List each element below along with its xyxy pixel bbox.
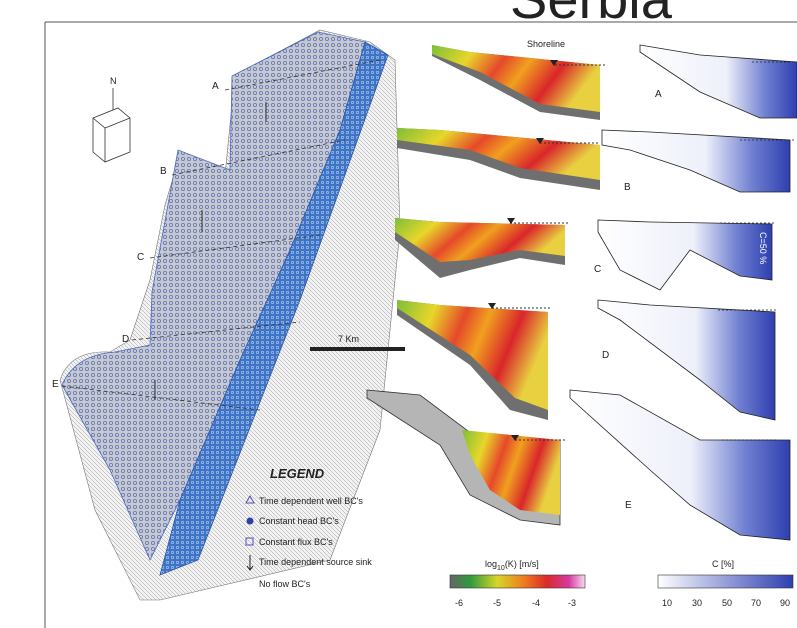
- legend-symbol: [245, 537, 254, 546]
- section-label: C: [594, 264, 601, 275]
- scale-label: 7 Km: [338, 334, 359, 344]
- model-mesh: [59, 29, 401, 601]
- legend-symbol: [246, 517, 254, 525]
- map-label: A: [212, 81, 219, 92]
- map-label: C: [137, 252, 144, 263]
- c-tick: 10: [662, 598, 672, 608]
- map-label: B: [160, 166, 167, 177]
- section-label: A: [655, 89, 662, 100]
- k-tick: -5: [493, 598, 501, 608]
- sink-arrows: [154, 102, 267, 400]
- legend-symbol: [246, 555, 254, 571]
- c-colorbar: [657, 574, 794, 589]
- title: Serbia: [510, 0, 673, 30]
- section-label: D: [602, 350, 609, 361]
- c-tick: 70: [751, 598, 761, 608]
- contour-label: C=50 %: [758, 232, 768, 264]
- section-lines: [61, 59, 381, 411]
- k-colorbar: [449, 574, 586, 589]
- c-tick: 50: [722, 598, 732, 608]
- k-label-rest: (K) [m/s]: [505, 559, 539, 569]
- c-tick: 30: [692, 598, 702, 608]
- k-tick: -3: [568, 598, 576, 608]
- legend-item: Constant flux BC's: [259, 537, 333, 547]
- k-tick: -4: [532, 598, 540, 608]
- k-label-sub: 10: [497, 565, 505, 572]
- k-colorbar-label: log10(K) [m/s]: [485, 559, 539, 572]
- map-label: E: [52, 379, 59, 390]
- north-symbol: [92, 88, 131, 163]
- k-tick: -6: [455, 598, 463, 608]
- legend-item: Time dependent source sink: [259, 557, 372, 567]
- section-label: E: [625, 500, 632, 511]
- concentration-sections: [569, 44, 797, 541]
- legend-item: Time dependent well BC's: [259, 496, 363, 506]
- c-tick: 90: [780, 598, 790, 608]
- k-label-base: log: [485, 559, 497, 569]
- c-colorbar-label: C [%]: [712, 559, 734, 569]
- legend-item: No flow BC's: [259, 579, 311, 589]
- shoreline-label: Shoreline: [527, 39, 565, 49]
- scale-bar: [310, 347, 405, 351]
- legend-symbol: [245, 494, 255, 504]
- conductivity-sections: [366, 45, 605, 526]
- map-label: D: [122, 334, 129, 345]
- boundary-band: [159, 41, 389, 576]
- north-label: N: [110, 76, 117, 86]
- section-label: B: [624, 182, 631, 193]
- legend-item: Constant head BC's: [259, 516, 339, 526]
- legend-title: LEGEND: [270, 466, 325, 481]
